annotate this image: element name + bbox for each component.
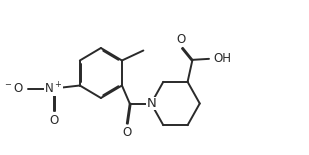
Text: $^-$O: $^-$O [3, 82, 24, 95]
Text: N$^+$: N$^+$ [44, 81, 63, 96]
Text: O: O [176, 33, 185, 46]
Text: O: O [122, 126, 131, 140]
Text: O: O [49, 115, 58, 128]
Text: N: N [146, 97, 156, 110]
Text: OH: OH [214, 52, 232, 65]
